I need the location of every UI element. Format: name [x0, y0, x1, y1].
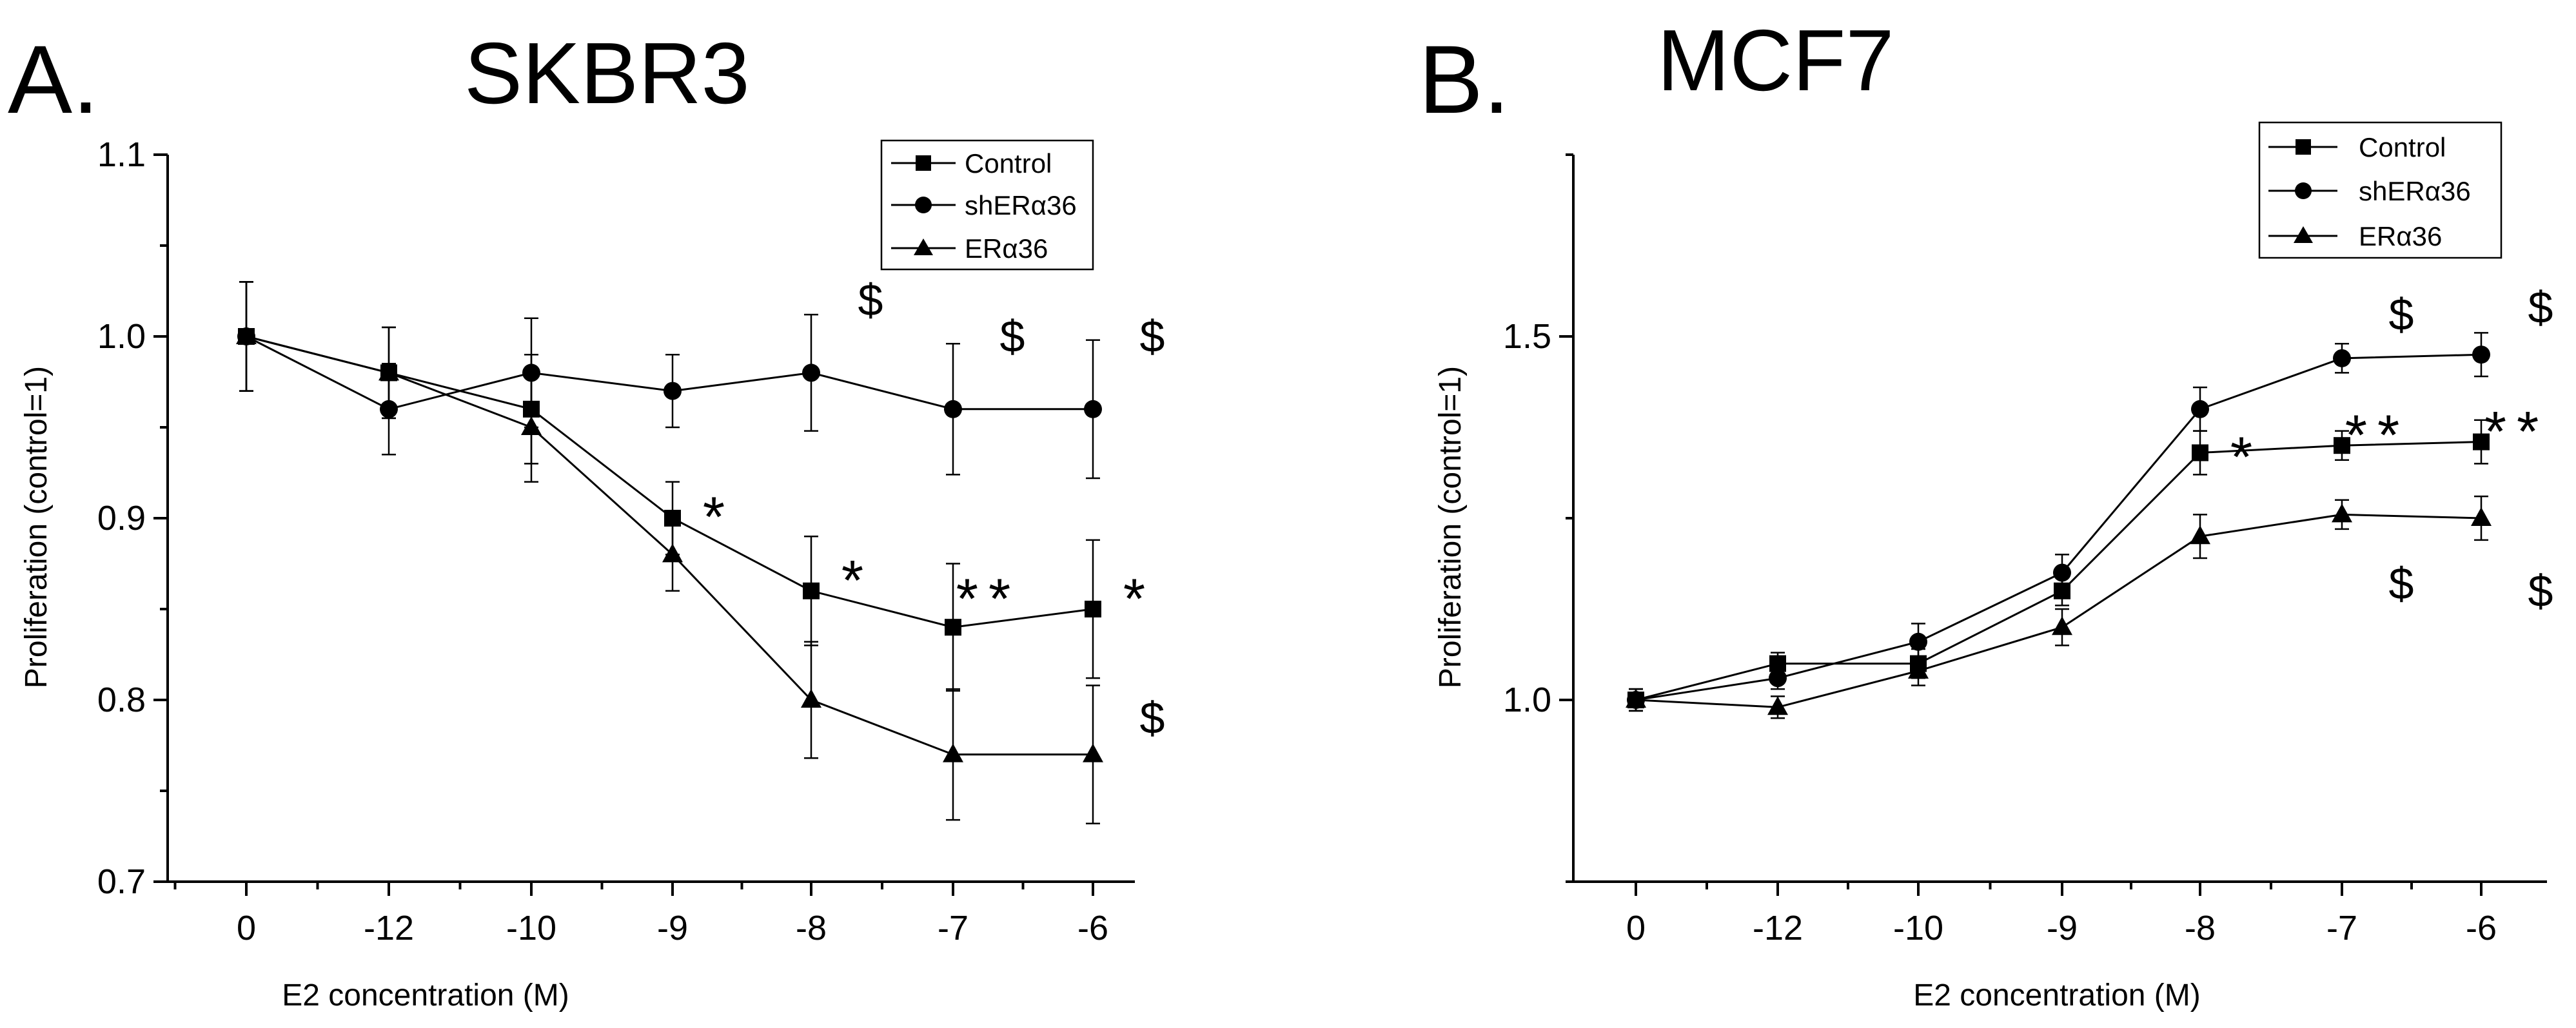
data-point-triangle — [2332, 503, 2352, 523]
series-er-36-line — [1635, 513, 2482, 708]
x-tick-label: -12 — [364, 909, 414, 947]
data-point-triangle — [2190, 525, 2210, 545]
significance-asterisk: * — [1123, 567, 1155, 630]
plot-a: 0.70.80.91.01.10 -12 -10 -9 -8 -7 -6$$ $** ** *$ — [97, 135, 1165, 947]
panel-a-label: A. — [8, 25, 99, 133]
significance-dollar: $ — [2389, 559, 2414, 609]
x-tick-label: -12 — [1753, 909, 1803, 947]
data-point-triangle — [521, 416, 542, 435]
data-point-triangle — [1626, 689, 1646, 708]
data-point-triangle — [1083, 743, 1103, 762]
data-point-circle — [2333, 349, 2351, 367]
legend-marker-triangle — [914, 238, 933, 255]
panel-b-title: MCF7 — [1657, 12, 1894, 109]
panel-b-legend: Control shERα36 ERα36 — [2258, 121, 2502, 259]
panel-b-xlabel: E2 concentration (M) — [1913, 978, 2201, 1013]
data-point-circle — [1769, 669, 1787, 688]
data-point-triangle — [379, 362, 399, 381]
legend-label-control: Control — [965, 148, 1052, 179]
data-point-triangle — [236, 325, 257, 344]
y-tick-label: 0.8 — [97, 681, 146, 719]
data-point-square — [2473, 433, 2490, 451]
significance-asterisk: * — [703, 485, 735, 548]
legend-label-control: Control — [2359, 132, 2446, 162]
significance-dollar: $ — [1140, 311, 1165, 362]
data-point-triangle — [1767, 696, 1788, 715]
significance-asterisk: * — [841, 548, 874, 612]
data-point-circle — [802, 364, 820, 382]
legend-marker-circle — [915, 197, 932, 213]
y-tick-label: 1.5 — [1503, 317, 1551, 356]
y-tick-label: 1.0 — [97, 317, 146, 356]
y-tick-label: 1.0 — [1503, 681, 1551, 719]
x-tick-label: -8 — [2185, 909, 2216, 947]
significance-asterisk: ** — [2484, 399, 2550, 463]
data-point-triangle — [801, 689, 821, 708]
x-tick-label: -7 — [2326, 909, 2357, 947]
legend-label-eralpha36: ERα36 — [2359, 221, 2442, 251]
data-point-square — [2192, 444, 2208, 461]
plot-b: 1.01.50 -12 -10 -9 -8 -7 -6$ $* ** **$ $ — [1503, 153, 2553, 947]
data-point-circle — [2053, 563, 2071, 582]
legend-marker-circle — [2295, 182, 2312, 199]
significance-dollar: $ — [858, 275, 883, 325]
data-point-circle — [1084, 400, 1102, 418]
data-point-triangle — [2052, 616, 2072, 635]
panel-a: A. SKBR3 0.7 0.8 0.9 1.0 1.1 0 -12 -10 -9 -8 -7 -6 $… — [8, 24, 1165, 1013]
x-tick-label: 0 — [237, 909, 256, 947]
data-point-triangle — [943, 743, 963, 762]
panel-b-label: B. — [1419, 25, 1510, 133]
x-tick-label: -10 — [506, 909, 556, 947]
x-tick-label: -7 — [938, 909, 968, 947]
data-point-circle — [664, 382, 682, 400]
significance-asterisk: * — [2230, 425, 2263, 489]
y-tick-label: 0.7 — [97, 862, 146, 901]
legend-marker-square — [916, 155, 931, 171]
legend-label-sheralpha36: shERα36 — [2359, 176, 2471, 206]
panel-a-title: SKBR3 — [464, 24, 750, 122]
data-point-triangle — [1908, 659, 1929, 679]
data-point-circle — [2191, 400, 2209, 418]
data-point-circle — [944, 400, 962, 418]
significance-asterisk: ** — [2345, 403, 2410, 467]
x-tick-label: -6 — [1077, 909, 1108, 947]
panel-b-ylabel: Proliferation (control=1) — [1433, 366, 1468, 688]
y-tick-label: 1.1 — [97, 135, 146, 174]
data-point-circle — [2472, 345, 2490, 364]
data-point-triangle — [2471, 507, 2492, 526]
legend-label-eralpha36: ERα36 — [965, 233, 1048, 264]
x-tick-label: 0 — [1626, 909, 1646, 947]
legend-label-sheralpha36: shERα36 — [965, 190, 1077, 220]
y-tick-label: 0.9 — [97, 499, 146, 538]
data-point-circle — [1909, 632, 1927, 651]
x-tick-label: -9 — [2047, 909, 2078, 947]
x-tick-label: -9 — [657, 909, 688, 947]
panel-a-xlabel: E2 concentration (M) — [282, 978, 569, 1013]
significance-dollar: $ — [1000, 311, 1025, 362]
significance-dollar: $ — [2389, 289, 2414, 340]
x-tick-label: -10 — [1893, 909, 1943, 947]
legend-marker-triangle — [2294, 226, 2313, 243]
x-tick-label: -8 — [796, 909, 827, 947]
data-point-square — [945, 619, 961, 636]
panel-a-ylabel: Proliferation (control=1) — [19, 366, 54, 688]
panel-b: B. MCF7 1.01.50 -12 -10 -9 -8 -7 -6$ $* ** **$ $ E… — [1419, 12, 2553, 1013]
data-point-square — [803, 582, 820, 599]
legend-marker-square — [2296, 139, 2311, 155]
panel-a-legend: Control shERα36 ERα36 — [880, 139, 1094, 271]
significance-dollar: $ — [2528, 282, 2553, 333]
significance-asterisk: ** — [956, 567, 1021, 630]
significance-dollar: $ — [2528, 566, 2553, 616]
significance-dollar: $ — [1140, 693, 1165, 743]
data-point-square — [2334, 437, 2350, 454]
data-point-triangle — [662, 543, 683, 563]
x-tick-label: -6 — [2466, 909, 2497, 947]
data-point-square — [1085, 601, 1101, 617]
